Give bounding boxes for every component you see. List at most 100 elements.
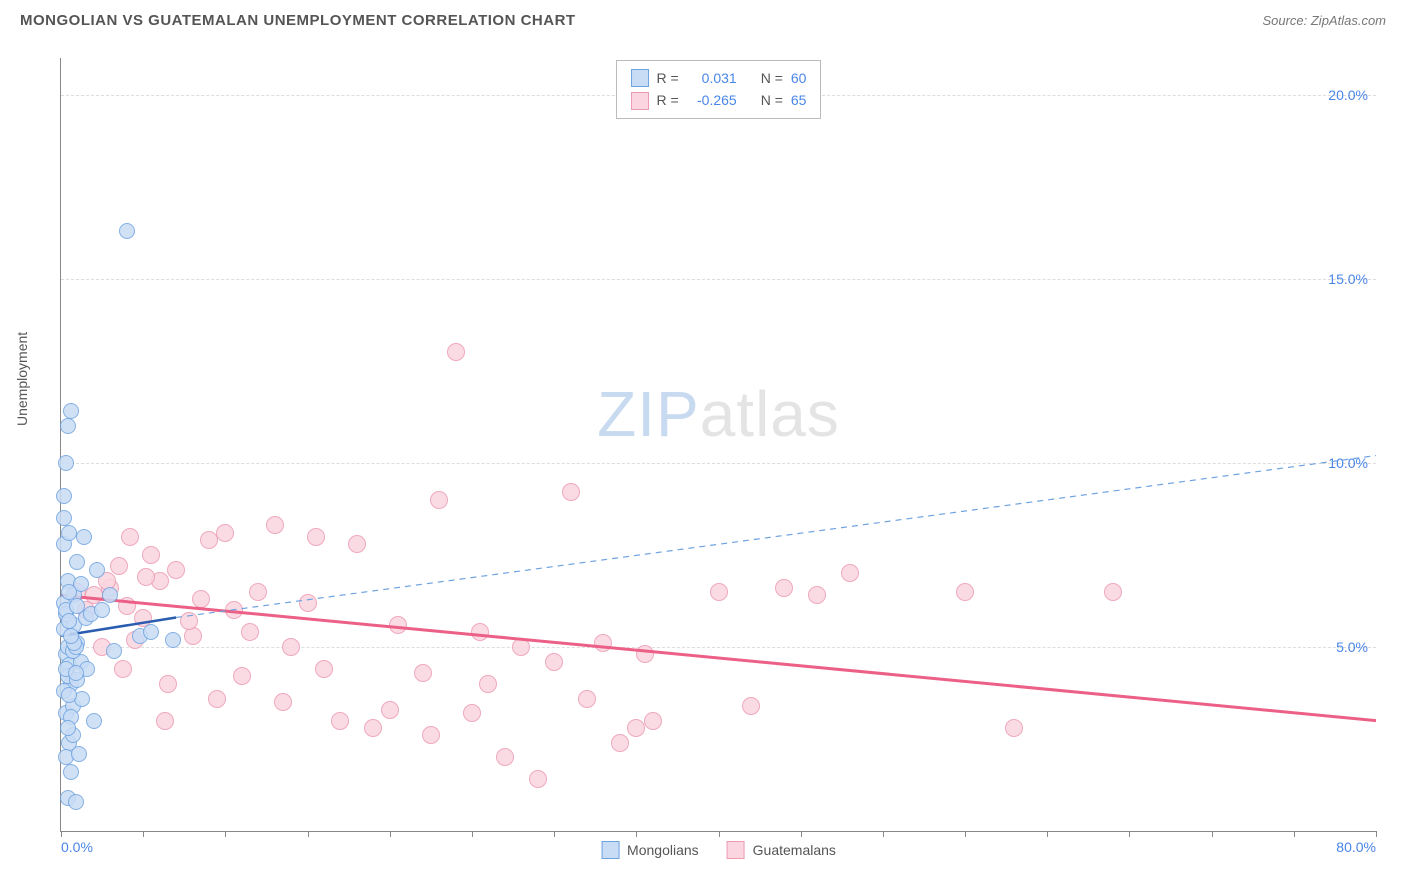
data-point bbox=[364, 719, 382, 737]
data-point bbox=[69, 554, 85, 570]
r-label: R = bbox=[657, 89, 679, 111]
data-point bbox=[58, 455, 74, 471]
data-point bbox=[841, 564, 859, 582]
data-point bbox=[121, 528, 139, 546]
trend-lines bbox=[61, 58, 1376, 831]
data-point bbox=[180, 612, 198, 630]
data-point bbox=[71, 746, 87, 762]
data-point bbox=[156, 712, 174, 730]
y-tick-label: 15.0% bbox=[1328, 271, 1368, 287]
chart-container: Unemployment ZIPatlas R = 0.031 N = 60 R… bbox=[20, 40, 1386, 872]
legend-label-mongolians: Mongolians bbox=[627, 842, 699, 858]
trend-line bbox=[61, 595, 1376, 720]
data-point bbox=[742, 697, 760, 715]
watermark-atlas: atlas bbox=[700, 378, 840, 450]
data-point bbox=[225, 601, 243, 619]
swatch-guatemalans bbox=[631, 92, 649, 110]
data-point bbox=[216, 524, 234, 542]
data-point bbox=[76, 529, 92, 545]
data-point bbox=[106, 643, 122, 659]
x-tick-mark bbox=[143, 831, 144, 837]
data-point bbox=[1104, 583, 1122, 601]
data-point bbox=[119, 223, 135, 239]
data-point bbox=[143, 624, 159, 640]
swatch-guatemalans-icon bbox=[727, 841, 745, 859]
data-point bbox=[1005, 719, 1023, 737]
data-point bbox=[63, 403, 79, 419]
x-tick-mark bbox=[1294, 831, 1295, 837]
data-point bbox=[299, 594, 317, 612]
data-point bbox=[808, 586, 826, 604]
data-point bbox=[68, 665, 84, 681]
correlation-legend: R = 0.031 N = 60 R = -0.265 N = 65 bbox=[616, 60, 822, 119]
data-point bbox=[192, 590, 210, 608]
data-point bbox=[165, 632, 181, 648]
data-point bbox=[61, 584, 77, 600]
data-point bbox=[627, 719, 645, 737]
legend-row-guatemalans: R = -0.265 N = 65 bbox=[631, 89, 807, 111]
data-point bbox=[56, 510, 72, 526]
data-point bbox=[594, 634, 612, 652]
x-tick-mark bbox=[225, 831, 226, 837]
n-value-guatemalans: 65 bbox=[791, 89, 807, 111]
data-point bbox=[414, 664, 432, 682]
x-tick-mark bbox=[1047, 831, 1048, 837]
data-point bbox=[60, 720, 76, 736]
data-point bbox=[562, 483, 580, 501]
legend-item-mongolians: Mongolians bbox=[601, 841, 699, 859]
data-point bbox=[137, 568, 155, 586]
data-point bbox=[86, 713, 102, 729]
source-credit: Source: ZipAtlas.com bbox=[1262, 13, 1386, 28]
data-point bbox=[348, 535, 366, 553]
data-point bbox=[496, 748, 514, 766]
x-tick-mark bbox=[308, 831, 309, 837]
data-point bbox=[241, 623, 259, 641]
data-point bbox=[274, 693, 292, 711]
data-point bbox=[422, 726, 440, 744]
y-tick-label: 5.0% bbox=[1336, 639, 1368, 655]
x-tick-mark bbox=[1212, 831, 1213, 837]
y-tick-label: 20.0% bbox=[1328, 87, 1368, 103]
data-point bbox=[710, 583, 728, 601]
data-point bbox=[114, 660, 132, 678]
x-tick-mark bbox=[472, 831, 473, 837]
x-tick-mark bbox=[390, 831, 391, 837]
data-point bbox=[463, 704, 481, 722]
x-tick-mark bbox=[1376, 831, 1377, 837]
data-point bbox=[282, 638, 300, 656]
data-point bbox=[381, 701, 399, 719]
legend-row-mongolians: R = 0.031 N = 60 bbox=[631, 67, 807, 89]
legend-label-guatemalans: Guatemalans bbox=[753, 842, 836, 858]
data-point bbox=[89, 562, 105, 578]
data-point bbox=[644, 712, 662, 730]
data-point bbox=[60, 418, 76, 434]
x-tick-mark bbox=[719, 831, 720, 837]
data-point bbox=[69, 598, 85, 614]
data-point bbox=[68, 794, 84, 810]
data-point bbox=[249, 583, 267, 601]
swatch-mongolians bbox=[631, 69, 649, 87]
watermark-zip: ZIP bbox=[597, 378, 700, 450]
data-point bbox=[110, 557, 128, 575]
data-point bbox=[331, 712, 349, 730]
data-point bbox=[636, 645, 654, 663]
data-point bbox=[200, 531, 218, 549]
data-point bbox=[142, 546, 160, 564]
x-tick-mark bbox=[554, 831, 555, 837]
data-point bbox=[545, 653, 563, 671]
data-point bbox=[94, 602, 110, 618]
data-point bbox=[266, 516, 284, 534]
x-tick-mark bbox=[801, 831, 802, 837]
y-axis-label: Unemployment bbox=[14, 332, 30, 426]
data-point bbox=[61, 687, 77, 703]
r-value-mongolians: 0.031 bbox=[687, 67, 737, 89]
data-point bbox=[512, 638, 530, 656]
data-point bbox=[611, 734, 629, 752]
data-point bbox=[61, 525, 77, 541]
data-point bbox=[471, 623, 489, 641]
chart-title: MONGOLIAN VS GUATEMALAN UNEMPLOYMENT COR… bbox=[20, 12, 576, 29]
r-value-guatemalans: -0.265 bbox=[687, 89, 737, 111]
n-value-mongolians: 60 bbox=[791, 67, 807, 89]
data-point bbox=[63, 628, 79, 644]
series-legend: Mongolians Guatemalans bbox=[601, 841, 836, 859]
